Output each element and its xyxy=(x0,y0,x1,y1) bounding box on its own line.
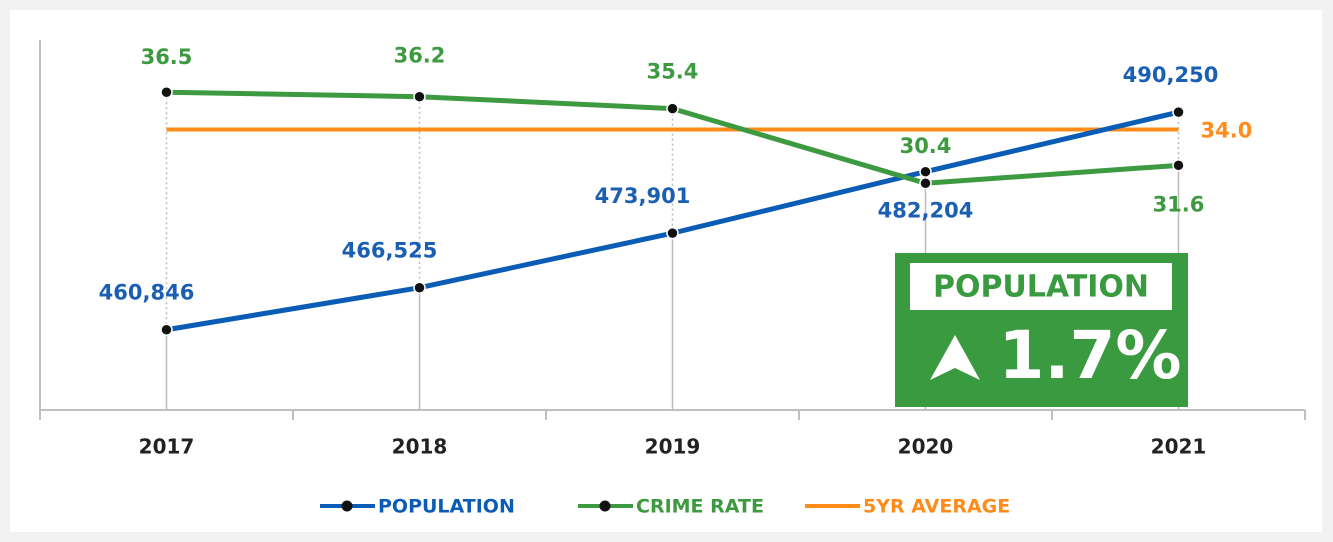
x-tick-label: 2019 xyxy=(645,435,701,459)
data-label: 36.2 xyxy=(394,44,446,68)
annotation-header xyxy=(910,263,1172,310)
data-point xyxy=(919,176,932,190)
data-label: 482,204 xyxy=(878,199,974,223)
data-label: 31.6 xyxy=(1153,192,1205,216)
data-point xyxy=(413,281,426,294)
data-label: 473,901 xyxy=(595,184,691,208)
legend-dot xyxy=(341,500,353,512)
average-label: 34.0 xyxy=(1201,119,1253,143)
data-point xyxy=(919,165,932,178)
data-label: 460,846 xyxy=(99,281,195,305)
data-label: 35.4 xyxy=(647,60,699,84)
data-label: 466,525 xyxy=(342,239,438,263)
data-label: 36.5 xyxy=(141,45,193,69)
legend-label: 5YR AVERAGE xyxy=(863,496,1010,518)
legend-label: CRIME RATE xyxy=(636,496,764,518)
legend-dot xyxy=(599,500,611,512)
x-tick-label: 2020 xyxy=(898,435,954,459)
data-label: 30.4 xyxy=(900,134,952,158)
data-point xyxy=(666,102,679,115)
annotation-title: POPULATION xyxy=(933,270,1149,305)
data-point xyxy=(413,90,426,103)
data-point xyxy=(160,323,173,336)
x-tick-label: 2021 xyxy=(1151,435,1207,459)
x-tick-label: 2017 xyxy=(139,435,195,459)
data-point xyxy=(1172,159,1185,172)
data-point xyxy=(1172,105,1185,119)
legend-label: POPULATION xyxy=(378,496,515,518)
annotation-arrow xyxy=(930,335,980,380)
annotation-value: 1.7% xyxy=(998,317,1181,394)
data-point xyxy=(666,226,679,240)
data-point xyxy=(160,85,173,99)
x-tick-label: 2018 xyxy=(392,435,448,459)
data-label: 490,250 xyxy=(1123,63,1219,87)
